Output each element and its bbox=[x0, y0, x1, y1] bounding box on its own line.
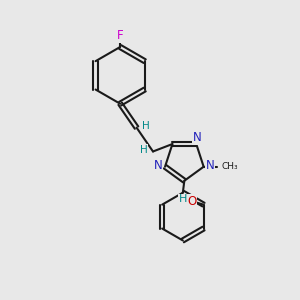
Text: H: H bbox=[140, 145, 147, 155]
Text: F: F bbox=[117, 29, 124, 42]
Text: CH₃: CH₃ bbox=[221, 162, 238, 171]
Text: H: H bbox=[178, 194, 187, 204]
Text: N: N bbox=[193, 131, 201, 144]
Text: N: N bbox=[206, 159, 214, 172]
Text: O: O bbox=[188, 195, 197, 208]
Text: H: H bbox=[142, 121, 150, 131]
Text: N: N bbox=[154, 159, 163, 172]
